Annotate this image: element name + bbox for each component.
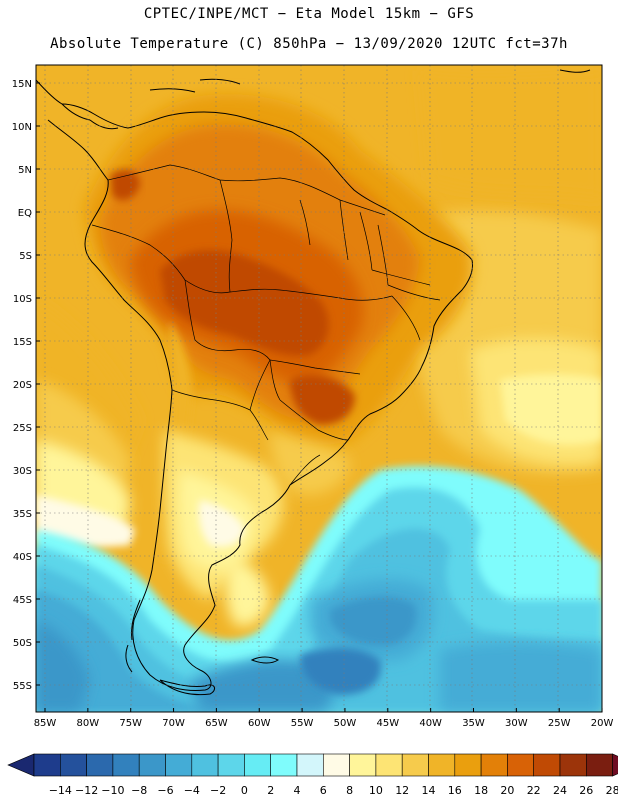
lat-label: 55S — [13, 681, 32, 692]
temperature-field — [36, 65, 602, 712]
lon-label: 85W — [34, 718, 57, 729]
lon-label: 60W — [248, 718, 271, 729]
longitude-labels: 85W 80W 75W 70W 65W 60W 55W 50W 45W 40W 35W 30W 25W 2… — [34, 708, 614, 729]
colorbar-label: 2 — [267, 784, 274, 797]
lon-label: 80W — [77, 718, 100, 729]
colorbar-swatch — [585, 753, 613, 777]
colorbar-label: 28 — [606, 784, 618, 797]
colorbar-swatch — [244, 753, 271, 777]
lat-label: 35S — [13, 509, 32, 520]
lon-label: 25W — [548, 718, 571, 729]
colorbar-label: 8 — [346, 784, 353, 797]
colorbar-swatch — [59, 753, 87, 777]
colorbar-label: 26 — [579, 784, 593, 797]
colorbar-over-arrow — [612, 753, 618, 777]
colorbar-swatch — [375, 753, 403, 777]
lon-label: 45W — [376, 718, 399, 729]
country-borders — [91, 164, 441, 486]
lat-label: 30S — [13, 466, 32, 477]
colorbar-swatch — [217, 753, 245, 777]
colorbar-swatch — [112, 753, 140, 777]
lon-label: 55W — [291, 718, 314, 729]
colorbar-label: −12 — [75, 784, 98, 797]
lat-label: 10N — [12, 122, 32, 133]
lon-label: 75W — [119, 718, 142, 729]
colorbar-swatch — [138, 753, 166, 777]
colorbar-label: 6 — [320, 784, 327, 797]
colorbar-label: 0 — [241, 784, 248, 797]
colorbar-label: 18 — [474, 784, 488, 797]
colorbar-label: −14 — [49, 784, 72, 797]
lat-label: EQ — [18, 208, 32, 219]
lat-label: 5S — [19, 251, 32, 262]
map-title-line2: Absolute Temperature (C) 850hPa − 13/09/… — [50, 36, 568, 52]
colorbar-swatch — [533, 753, 561, 777]
colorbar-under-arrow — [7, 753, 35, 777]
lat-label: 50S — [13, 638, 32, 649]
colorbar-swatch — [270, 753, 298, 777]
lat-label: 45S — [13, 595, 32, 606]
lon-label: 65W — [205, 718, 228, 729]
lon-label: 20W — [591, 718, 614, 729]
latitude-labels: 15N 10N 5N EQ 5S 10S 15S 20S 25S 30S 35S 40S 45S 50S 5… — [12, 79, 40, 692]
map-frame — [35, 64, 603, 713]
colorbar-swatch — [559, 753, 587, 777]
colorbar-label: 4 — [294, 784, 301, 797]
colorbar-label: 22 — [527, 784, 541, 797]
colorbar-swatch — [165, 753, 193, 777]
colorbar-swatch — [33, 753, 61, 777]
colorbar-swatch — [480, 753, 508, 777]
lat-label: 40S — [13, 552, 32, 563]
colorbar-swatch — [349, 753, 377, 777]
colorbar-swatch — [401, 753, 429, 777]
lon-label: 30W — [505, 718, 528, 729]
colorbar-label: −10 — [101, 784, 124, 797]
colorbar-swatch — [296, 753, 324, 777]
colorbar-swatch — [86, 753, 114, 777]
lon-label: 50W — [334, 718, 357, 729]
lon-label: 70W — [162, 718, 185, 729]
lat-label: 5N — [18, 165, 32, 176]
lon-label: 40W — [419, 718, 442, 729]
map-title-line1: CPTEC/INPE/MCT − Eta Model 15km − GFS — [143, 6, 475, 22]
colorbar-label: −4 — [184, 784, 200, 797]
lat-label: 15S — [13, 337, 32, 348]
colorbar-label: 24 — [553, 784, 567, 797]
colorbar-label: 14 — [422, 784, 436, 797]
colorbar-swatch — [428, 753, 456, 777]
colorbar-label: 20 — [500, 784, 514, 797]
colorbar-swatch — [454, 753, 482, 777]
colorbar-label: −2 — [210, 784, 226, 797]
colorbar-label: −6 — [157, 784, 173, 797]
lat-label: 15N — [12, 79, 32, 90]
colorbar-label: −8 — [131, 784, 147, 797]
colorbar-label: 16 — [448, 784, 462, 797]
lon-label: 35W — [462, 718, 485, 729]
colorbar-swatch — [507, 753, 534, 777]
colorbar-swatch — [191, 753, 219, 777]
lat-label: 25S — [13, 423, 32, 434]
colorbar-label: 12 — [395, 784, 409, 797]
colorbar-label: 10 — [369, 784, 383, 797]
lat-label: 10S — [13, 294, 32, 305]
lat-label: 20S — [13, 380, 32, 391]
colorbar-swatch — [322, 753, 350, 777]
colorbar: −14 −12 −10 −8 −6 −4 −2 0 2 4 6 8 10 12 14 16 18 20 22 24 26… — [7, 753, 618, 797]
